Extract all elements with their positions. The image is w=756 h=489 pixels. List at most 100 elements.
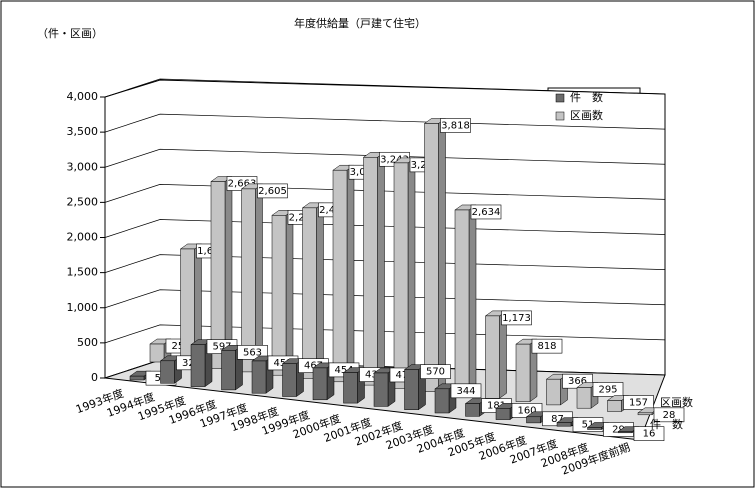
bar-side [316, 202, 324, 379]
y-tick-label: 3,000 [67, 160, 99, 173]
value-label-box [420, 364, 451, 379]
bar [362, 151, 386, 386]
value-label: 3,818 [441, 120, 470, 131]
bar-front [587, 427, 602, 430]
grid-line [104, 148, 666, 168]
value-label-box [592, 382, 624, 397]
value-label: 2,605 [258, 186, 287, 197]
legend-swatch [555, 111, 565, 121]
bar-front [404, 369, 419, 410]
value-label: 597 [212, 342, 231, 353]
bar-side [285, 209, 294, 376]
value-label: 29 [612, 424, 625, 435]
bar-front [363, 157, 378, 386]
bar-front [210, 181, 226, 369]
value-label-box [440, 118, 471, 133]
bar-front [617, 431, 633, 434]
value-label: 3,243 [380, 154, 409, 165]
y-tick-label: 500 [77, 336, 98, 349]
bar-front [190, 344, 206, 387]
bar-front [149, 343, 165, 363]
value-label-box [633, 426, 665, 441]
value-label: 454 [334, 365, 353, 376]
value-label: 818 [537, 341, 556, 352]
bar-side [438, 117, 446, 393]
y-tick-label: 2,000 [67, 231, 99, 244]
bar-side [346, 164, 355, 383]
bar [393, 157, 416, 389]
bar-front [637, 412, 653, 416]
value-label: 28 [663, 410, 676, 421]
bar [484, 310, 508, 399]
grid-line [104, 254, 666, 273]
bar-front [302, 207, 317, 379]
bar-front [434, 388, 450, 414]
bar-front [495, 408, 511, 420]
value-label-box [470, 204, 502, 220]
bar [301, 202, 325, 379]
y-tick-label: 1,500 [67, 266, 99, 279]
grid-line [104, 184, 666, 203]
bar-side [255, 183, 263, 373]
value-label: 366 [568, 376, 587, 387]
bar-front [607, 400, 622, 412]
bar-front [221, 350, 236, 391]
value-label: 2,634 [472, 207, 501, 218]
y-tick-label: 3,500 [67, 125, 99, 138]
bar-front [556, 422, 572, 427]
y-tick-label: 0 [91, 371, 98, 384]
bar-front [373, 372, 389, 407]
value-label: 87 [551, 414, 564, 425]
y-axis-label: （件・区画） [37, 27, 103, 40]
value-label: 344 [456, 386, 475, 397]
value-label: 467 [304, 361, 323, 372]
value-label: 570 [426, 367, 445, 378]
bar-side [468, 204, 477, 396]
bar-front [526, 416, 541, 424]
bar [423, 117, 447, 393]
value-label: 157 [629, 397, 648, 408]
bar-front [546, 378, 561, 406]
grid-line [104, 289, 666, 309]
value-label: 160 [517, 405, 536, 416]
grid-line [104, 78, 666, 98]
value-label-box [531, 338, 563, 354]
bar-side [407, 157, 416, 389]
bar-front [454, 209, 470, 396]
bar-front [343, 372, 358, 404]
bar-front [393, 162, 409, 389]
value-label: 16 [643, 429, 656, 440]
bar-front [312, 367, 328, 401]
y-tick-label: 1,000 [67, 301, 99, 314]
value-label-box [623, 395, 654, 410]
value-label: 181 [487, 401, 506, 412]
bar [454, 204, 477, 396]
bar-front [332, 169, 348, 383]
legend-swatch [555, 93, 565, 103]
value-label: 51 [582, 420, 595, 431]
value-label: 295 [598, 384, 617, 395]
y-tick-label: 4,000 [67, 90, 99, 103]
bar-front [515, 343, 531, 402]
value-label-box [501, 310, 532, 326]
value-label-box [257, 183, 288, 199]
value-label: 2,663 [228, 179, 257, 190]
bar-front [465, 403, 480, 417]
bar-front [576, 387, 592, 409]
bar-front [251, 360, 267, 394]
bar-front [282, 363, 297, 397]
value-label-box [653, 407, 685, 423]
legend-label: 件 数 [570, 91, 603, 104]
grid-line [104, 113, 666, 133]
grid-line [104, 219, 666, 238]
bar-front [424, 123, 439, 392]
bar-front [271, 215, 287, 376]
y-tick-label: 2,500 [67, 195, 99, 208]
value-label-box [450, 383, 482, 399]
bar [240, 183, 264, 373]
legend-label: 区画数 [570, 109, 603, 122]
bar-front [241, 188, 256, 373]
chart-title: 年度供給量（戸建て住宅） [294, 16, 426, 30]
bar-front [485, 315, 500, 399]
